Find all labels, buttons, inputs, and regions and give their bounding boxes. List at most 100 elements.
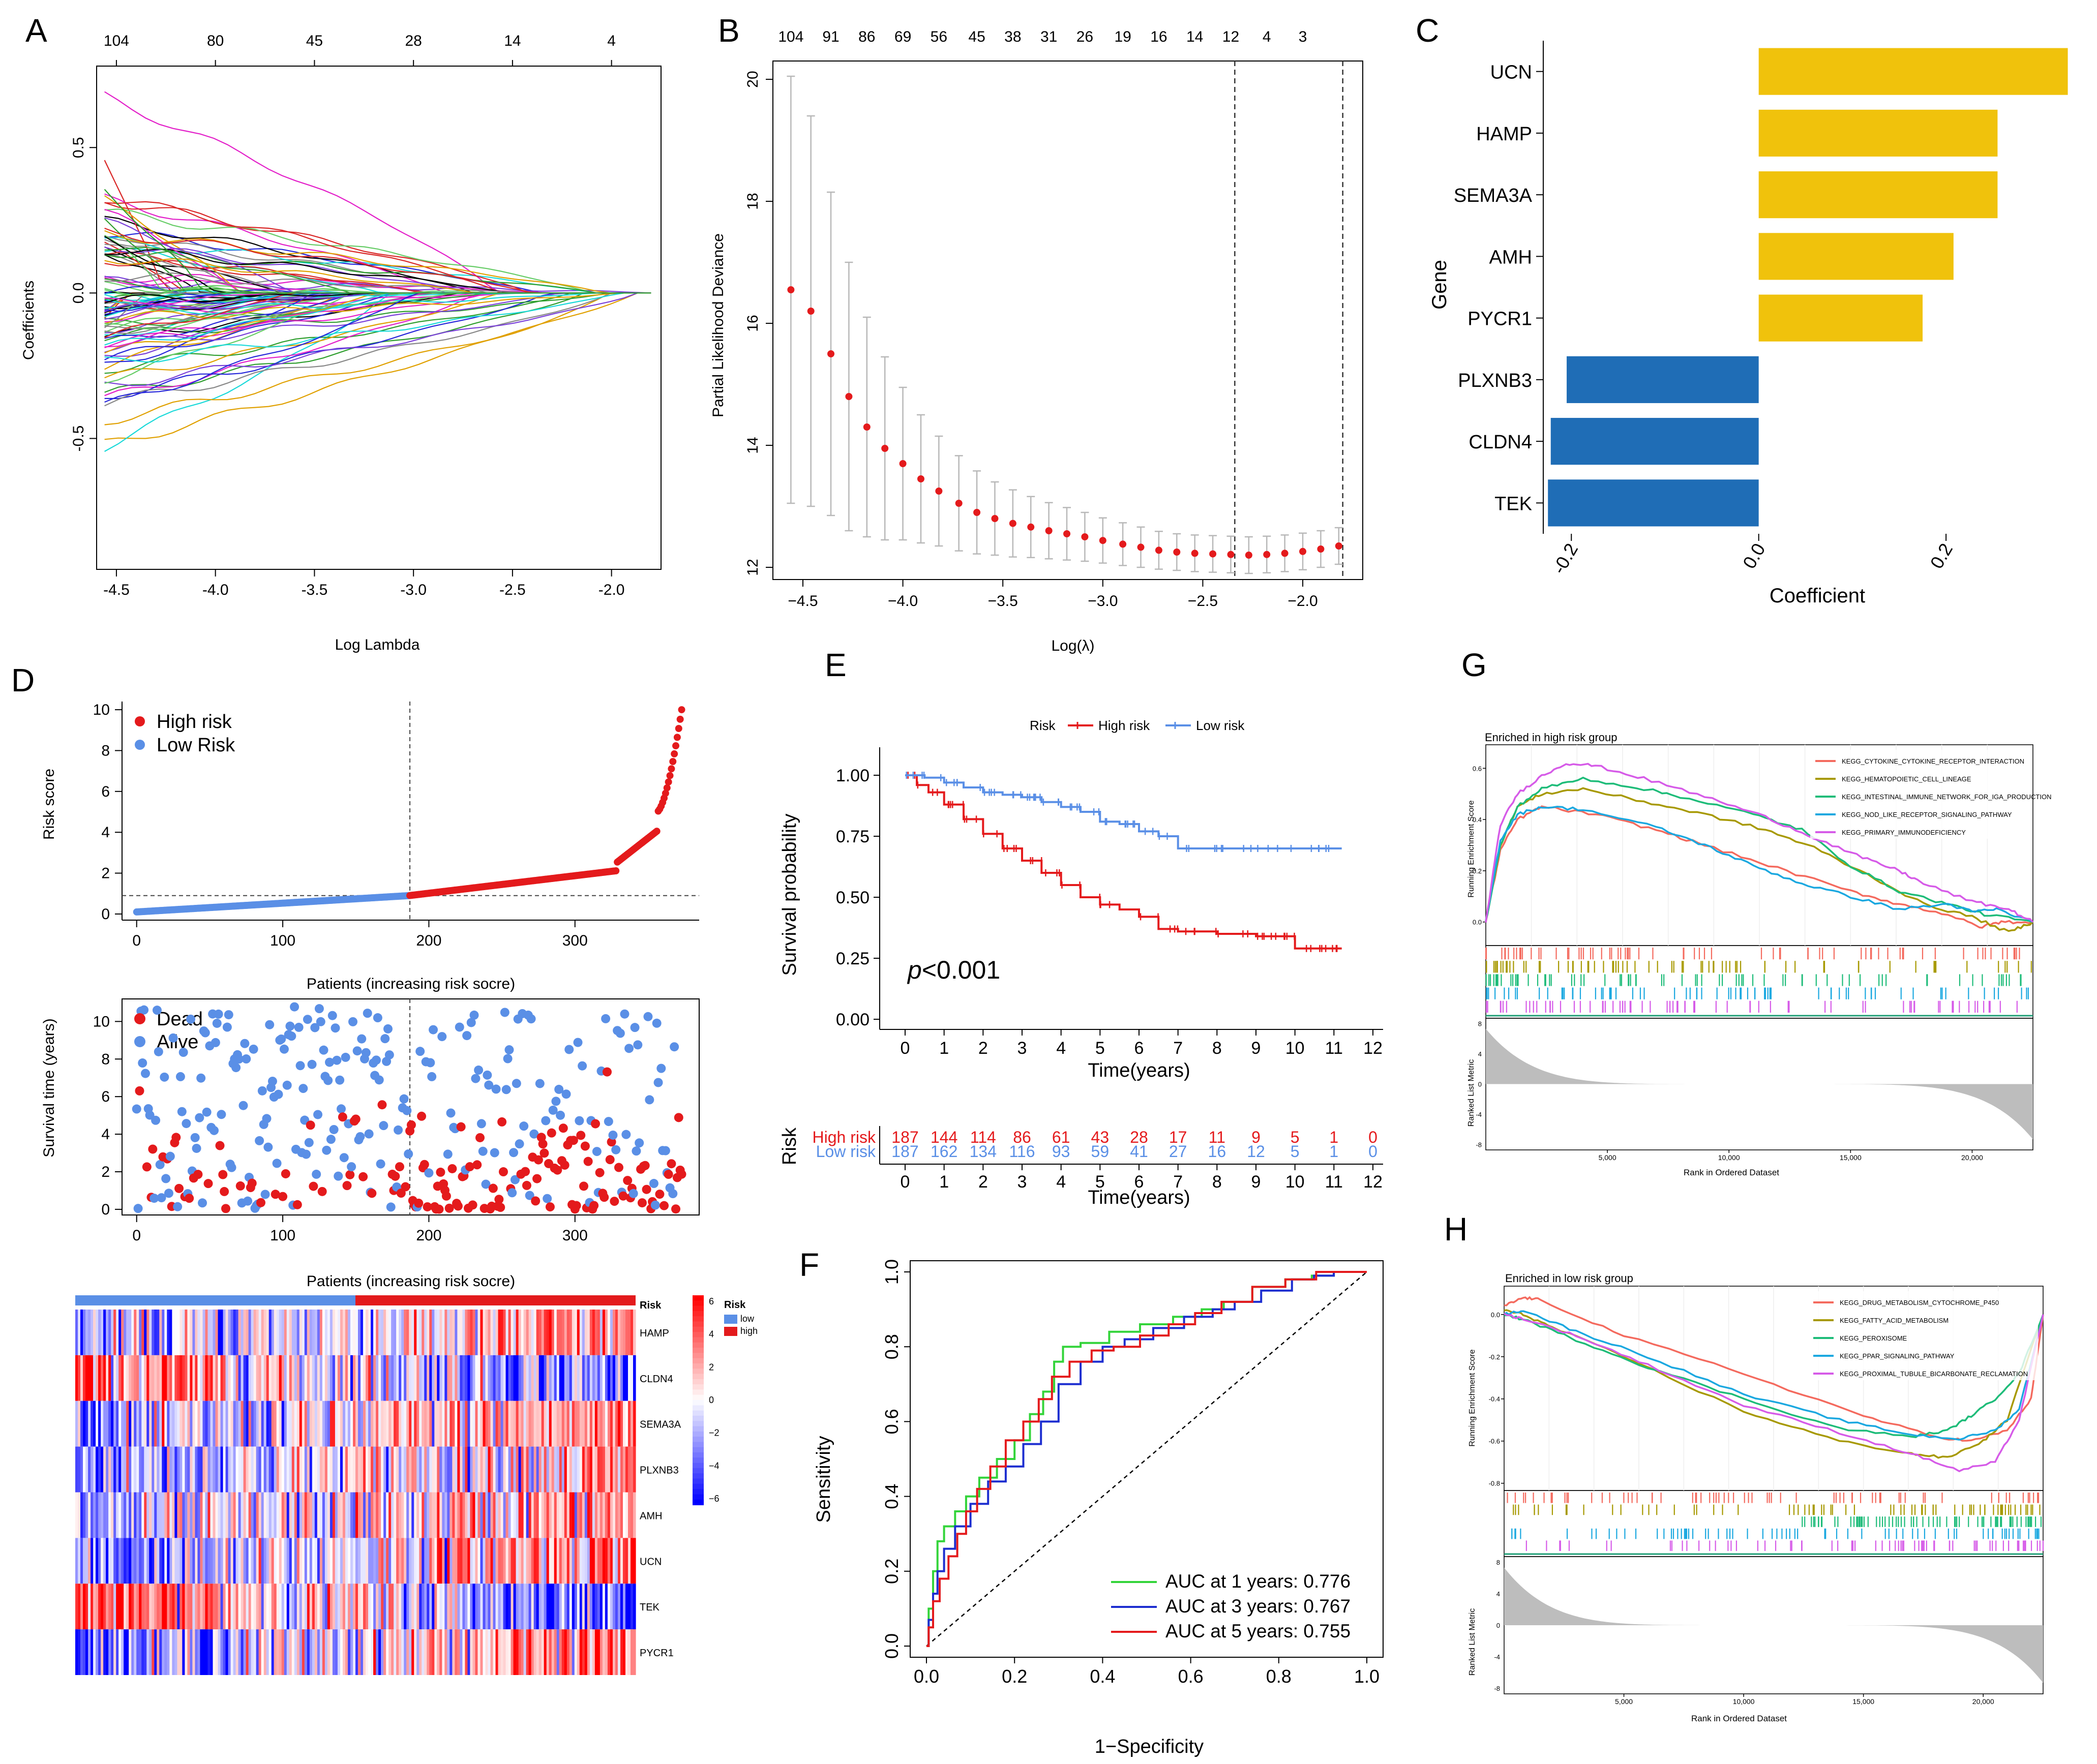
panel-d-heat-cell <box>177 1446 180 1493</box>
panel-d-heat-cell <box>584 1492 588 1538</box>
panel-d-heat-cell <box>340 1355 343 1401</box>
panel-f-ytick-label: 0.8 <box>881 1334 902 1359</box>
panel-d-heat-cell <box>169 1310 172 1355</box>
panel-d-heat-cell <box>516 1355 519 1401</box>
panel-d-heat-cell <box>500 1401 504 1447</box>
panel-d-heat-cell <box>126 1446 129 1493</box>
panel-d-heat-cell <box>162 1355 165 1401</box>
panel-d-heat-cell <box>511 1492 514 1538</box>
panel-d-top-point <box>662 789 669 797</box>
e-xlabel: Time(years) <box>1088 1060 1190 1081</box>
panel-d-heat-cell <box>78 1538 81 1584</box>
panel-a-path <box>104 292 651 353</box>
panel-d-heat-cell <box>167 1355 170 1401</box>
panel-d-heat-cell <box>75 1446 78 1493</box>
dmid-legend-alive: Alive <box>157 1031 198 1053</box>
panel-d-heat-cell <box>205 1584 208 1630</box>
panel-d-heat-cell <box>307 1492 310 1538</box>
panel-d-heat-cell <box>617 1355 621 1401</box>
panel-d-mid-point <box>417 1111 427 1121</box>
panel-d-heat-cell <box>572 1310 575 1355</box>
panel-d-heat-cell <box>536 1584 540 1630</box>
panel-d-heat-cell <box>136 1538 139 1584</box>
panel-d-heat-cell <box>279 1584 282 1630</box>
panel-b-top-label: 91 <box>822 28 839 45</box>
panel-d-mid-point <box>406 1120 416 1130</box>
panel-d-heat-cell <box>220 1310 224 1355</box>
panel-d-heat-cell <box>470 1584 473 1630</box>
panel-b-point <box>1245 552 1252 559</box>
panel-c-xtick-label: -0.2 <box>1548 540 1582 577</box>
panel-d-heat-cell <box>284 1538 287 1584</box>
panel-d-heat-scale-cell <box>693 1473 704 1479</box>
panel-d-mid-point <box>614 1163 623 1172</box>
panel-d-heat-cell <box>630 1584 634 1630</box>
panel-d-heat-cell <box>154 1538 157 1584</box>
panel-d-top-point <box>672 742 680 750</box>
panel-d-heat-cell <box>404 1492 407 1538</box>
panel-d-heat-cell <box>225 1584 229 1630</box>
panel-d-heat-scale-cell <box>693 1316 704 1322</box>
panel-d-heat-row-label: UCN <box>640 1556 662 1567</box>
panel-d-heat-cell <box>324 1401 328 1447</box>
panel-d-heat-cell <box>404 1584 407 1630</box>
panel-d-mid-point <box>171 1133 181 1142</box>
panel-d-heat-cell <box>523 1355 527 1401</box>
panel-d-heat-cell <box>337 1401 341 1447</box>
panel-d-heat-cell <box>485 1310 489 1355</box>
panel-d-heat-scale-cell <box>693 1342 704 1348</box>
panel-d-heat-cell <box>113 1629 116 1675</box>
panel-d-heat-cell <box>192 1446 196 1493</box>
panel-d-heat-cell <box>230 1538 234 1584</box>
panel-d-mid-point <box>561 1089 571 1099</box>
panel-d-mid-point <box>512 1079 521 1088</box>
panel-d-heat-cell <box>551 1310 555 1355</box>
panel-d-heat-scale-cell <box>693 1447 704 1453</box>
panel-d-heat-cell <box>342 1355 346 1401</box>
panel-d-heat-cell <box>518 1310 522 1355</box>
panel-d-mid-point <box>633 1040 643 1050</box>
panel-d-heat-cell <box>467 1584 471 1630</box>
panel-d-heat-cell <box>111 1310 114 1355</box>
panel-d-heat-cell <box>566 1538 570 1584</box>
panel-d-heat-cell <box>561 1538 565 1584</box>
panel-d-heat-cell <box>314 1538 318 1584</box>
panel-d-heat-cell <box>218 1492 221 1538</box>
panel-d-heat-cell <box>139 1401 142 1447</box>
panel-d-mid-point <box>402 1106 412 1115</box>
panel-d-heat-cell <box>467 1401 471 1447</box>
panel-d-heat-cell <box>577 1310 580 1355</box>
panel-d-heat-cell <box>610 1446 613 1493</box>
panel-d-mid-legend-dot-dead <box>134 1013 145 1024</box>
panel-d-heat-cell <box>528 1584 532 1630</box>
panel-d-heat-cell <box>399 1355 402 1401</box>
panel-d-heat-cell <box>600 1401 603 1447</box>
panel-d-heat-cell <box>582 1310 585 1355</box>
panel-d-heat-cell <box>238 1584 242 1630</box>
panel-d-heat-cell <box>294 1538 297 1584</box>
panel-d-heat-cell <box>500 1446 504 1493</box>
panel-d-heat-cell <box>508 1538 512 1584</box>
panel-d-heat-cell <box>610 1538 613 1584</box>
panel-d-heat-cell <box>238 1492 242 1538</box>
panel-d-heat-cell <box>455 1584 458 1630</box>
panel-d-mid-point <box>623 1176 633 1185</box>
panel-a-top-label: 14 <box>504 33 521 49</box>
panel-d-heat-cell <box>493 1401 496 1447</box>
panel-d-heat-cell <box>304 1355 308 1401</box>
panel-d-mid-point <box>247 1178 257 1188</box>
panel-d-heat-cell <box>279 1310 282 1355</box>
panel-d-mid-point <box>384 1050 394 1060</box>
panel-d-heat-cell <box>202 1355 206 1401</box>
panel-e-rt-count: 0 <box>1368 1142 1377 1161</box>
panel-d-heat-cell <box>483 1446 486 1493</box>
panel-d-heat-cell <box>358 1584 361 1630</box>
panel-g: 0.00.20.40.6KEGG_CYTOKINE_CYTOKINE_RECEP… <box>1473 744 2051 1162</box>
panel-d-heat-cell <box>342 1492 346 1538</box>
panel-d-heat-cell <box>172 1355 175 1401</box>
panel-d-heat-cell <box>508 1584 512 1630</box>
panel-d-heat-cell <box>630 1446 634 1493</box>
panel-d-heat-cell <box>592 1401 595 1447</box>
panel-d-heat-cell <box>197 1584 201 1630</box>
panel-d-heat-cell <box>414 1584 417 1630</box>
